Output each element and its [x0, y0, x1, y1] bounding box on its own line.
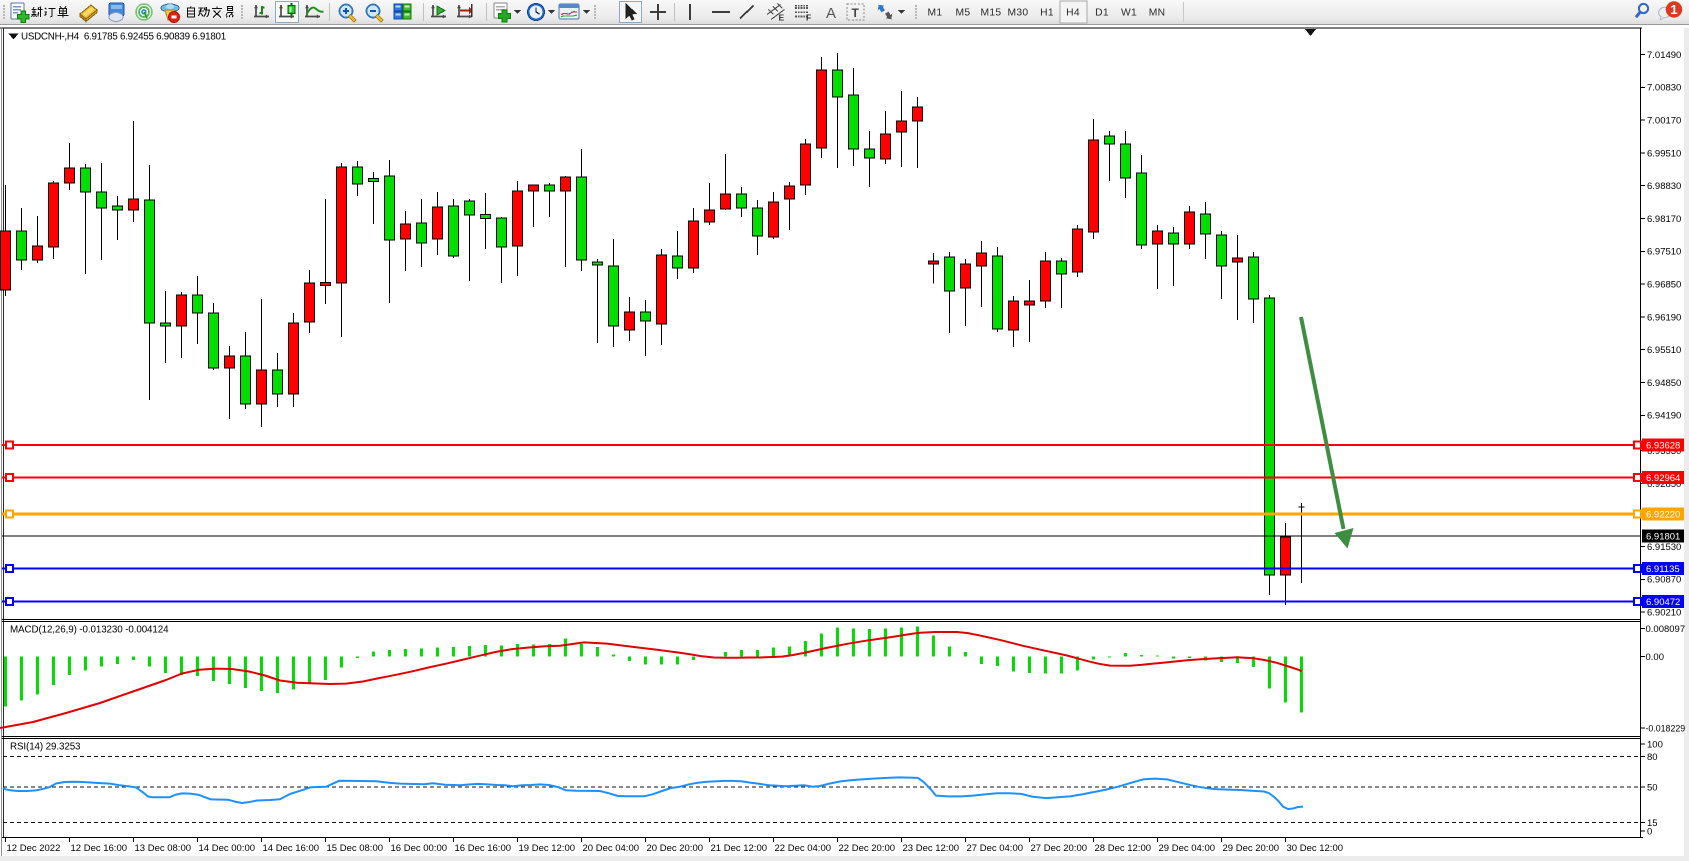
svg-text:6.98830: 6.98830 [1647, 181, 1681, 192]
svg-text:T: T [852, 6, 860, 20]
svg-text:6.92964: 6.92964 [1646, 473, 1680, 484]
svg-text:27 Dec 04:00: 27 Dec 04:00 [967, 843, 1024, 854]
svg-text:16 Dec 00:00: 16 Dec 00:00 [391, 843, 448, 854]
svg-text:6.93628: 6.93628 [1646, 441, 1680, 452]
svg-text:6.94190: 6.94190 [1647, 411, 1681, 422]
svg-text:1: 1 [1670, 2, 1677, 17]
svg-text:6.91530: 6.91530 [1647, 542, 1681, 553]
svg-text:M5: M5 [956, 8, 971, 19]
svg-text:H4: H4 [1066, 8, 1080, 19]
svg-text:6.95510: 6.95510 [1647, 345, 1681, 356]
svg-text:16 Dec 16:00: 16 Dec 16:00 [455, 843, 512, 854]
svg-text:21 Dec 12:00: 21 Dec 12:00 [711, 843, 768, 854]
svg-text:6.99510: 6.99510 [1647, 148, 1681, 159]
svg-text:6.90210: 6.90210 [1647, 608, 1681, 619]
svg-text:M15: M15 [981, 8, 1002, 19]
svg-text:RSI(14) 29.3253: RSI(14) 29.3253 [10, 742, 81, 753]
svg-text:50: 50 [1647, 782, 1658, 793]
svg-text:W1: W1 [1121, 8, 1137, 19]
svg-text:14 Dec 00:00: 14 Dec 00:00 [199, 843, 256, 854]
svg-text:27 Dec 20:00: 27 Dec 20:00 [1031, 843, 1088, 854]
svg-text:30 Dec 12:00: 30 Dec 12:00 [1287, 843, 1344, 854]
svg-text:M1: M1 [928, 8, 943, 19]
svg-text:6.96190: 6.96190 [1647, 312, 1681, 323]
svg-text:6.94850: 6.94850 [1647, 378, 1681, 389]
svg-text:6.90472: 6.90472 [1646, 597, 1680, 608]
svg-text:6.92850: 6.92850 [1647, 479, 1681, 490]
svg-text:22 Dec 04:00: 22 Dec 04:00 [775, 843, 832, 854]
svg-text:6.97510: 6.97510 [1647, 247, 1681, 258]
svg-text:12 Dec 16:00: 12 Dec 16:00 [71, 843, 128, 854]
svg-text:-0.018229: -0.018229 [1646, 724, 1686, 734]
svg-text:MN: MN [1149, 8, 1166, 19]
svg-text:14 Dec 16:00: 14 Dec 16:00 [263, 843, 320, 854]
svg-text:6.92220: 6.92220 [1646, 510, 1680, 521]
svg-text:20 Dec 04:00: 20 Dec 04:00 [583, 843, 640, 854]
svg-text:29 Dec 04:00: 29 Dec 04:00 [1159, 843, 1216, 854]
svg-text:22 Dec 20:00: 22 Dec 20:00 [839, 843, 896, 854]
svg-text:6.91135: 6.91135 [1646, 564, 1680, 575]
svg-text:15: 15 [1647, 818, 1658, 829]
svg-text:29 Dec 20:00: 29 Dec 20:00 [1223, 843, 1280, 854]
svg-text:0: 0 [1647, 827, 1652, 838]
svg-text:6.98170: 6.98170 [1647, 214, 1681, 225]
svg-text:19 Dec 12:00: 19 Dec 12:00 [519, 843, 576, 854]
svg-text:D1: D1 [1095, 8, 1109, 19]
svg-text:15 Dec 08:00: 15 Dec 08:00 [327, 843, 384, 854]
svg-text:7.00830: 7.00830 [1647, 83, 1681, 94]
svg-text:28 Dec 12:00: 28 Dec 12:00 [1095, 843, 1152, 854]
svg-text:80: 80 [1647, 752, 1658, 763]
svg-text:F: F [806, 13, 811, 23]
svg-text:A: A [826, 5, 836, 22]
svg-text:0.00: 0.00 [1646, 652, 1665, 663]
svg-text:6.91801: 6.91801 [1646, 532, 1680, 543]
svg-text:20 Dec 20:00: 20 Dec 20:00 [647, 843, 704, 854]
svg-text:USDCNH-,H4 6.91785 6.92455 6.: USDCNH-,H4 6.91785 6.92455 6.90839 6.918… [21, 32, 226, 43]
svg-text:6.96850: 6.96850 [1647, 280, 1681, 291]
svg-text:E: E [779, 13, 785, 23]
svg-text:13 Dec 08:00: 13 Dec 08:00 [135, 843, 192, 854]
svg-text:7.01490: 7.01490 [1647, 50, 1681, 61]
svg-text:H1: H1 [1040, 8, 1054, 19]
svg-text:23 Dec 12:00: 23 Dec 12:00 [903, 843, 960, 854]
svg-text:100: 100 [1647, 739, 1663, 750]
svg-text:6.90870: 6.90870 [1647, 575, 1681, 586]
svg-text:7.00170: 7.00170 [1647, 116, 1681, 127]
svg-text:M30: M30 [1008, 8, 1029, 19]
svg-text:12 Dec 2022: 12 Dec 2022 [7, 843, 61, 854]
svg-text:MACD(12,26,9) -0.013230 -0.004: MACD(12,26,9) -0.013230 -0.004124 [10, 625, 169, 636]
svg-text:0.008097: 0.008097 [1646, 624, 1686, 635]
